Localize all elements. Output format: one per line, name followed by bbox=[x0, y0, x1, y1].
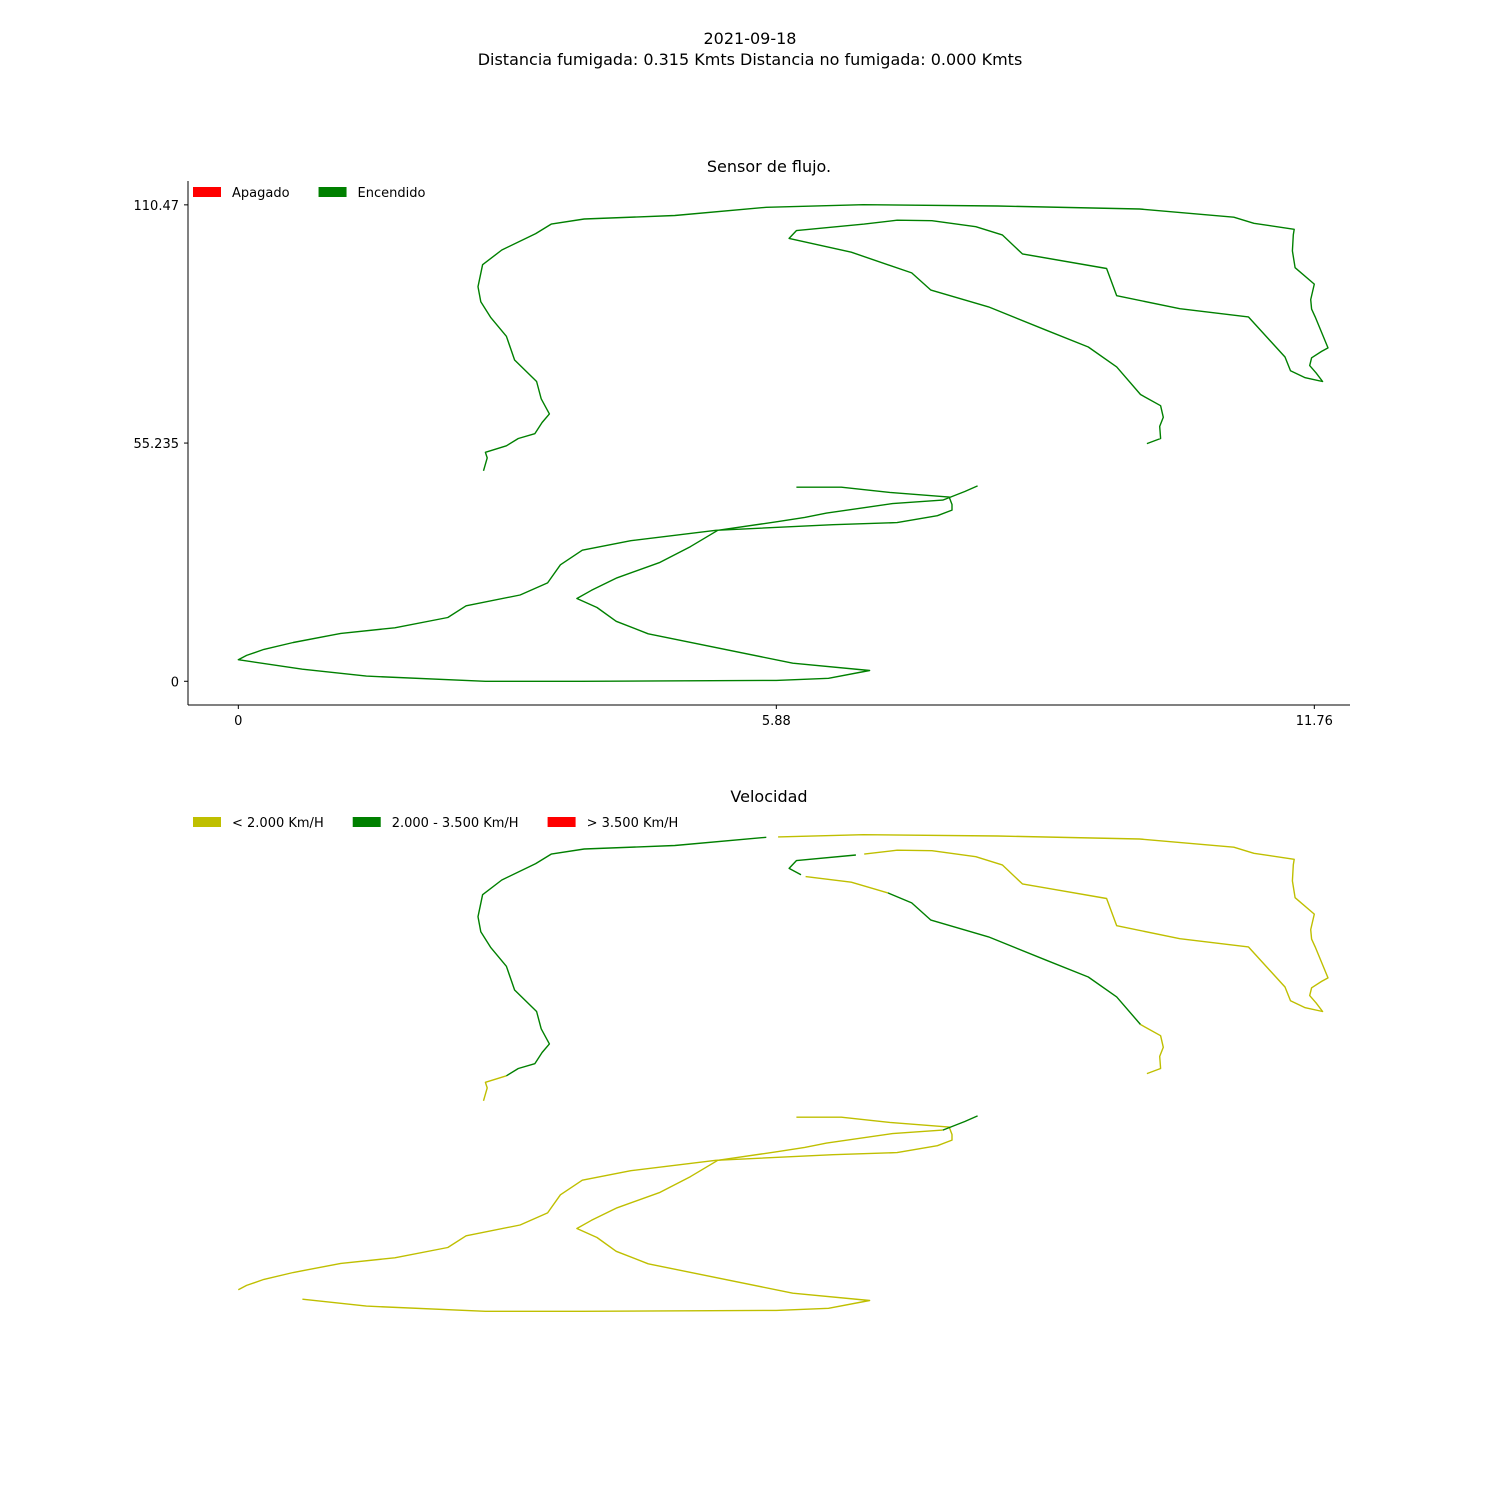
series-line bbox=[942, 1115, 978, 1131]
legend-swatch bbox=[193, 187, 221, 197]
figure-title-date: 2021-09-18 bbox=[704, 29, 797, 48]
series-line bbox=[477, 204, 1329, 471]
legend-label: < 2.000 Km/H bbox=[232, 816, 324, 831]
series-line bbox=[788, 854, 856, 876]
series-line bbox=[805, 875, 889, 894]
series-line bbox=[302, 1129, 943, 1312]
x-tick-label: 5.88 bbox=[762, 714, 791, 729]
y-tick-label: 0 bbox=[171, 675, 179, 690]
x-tick-label: 0 bbox=[234, 714, 242, 729]
series-line bbox=[237, 485, 978, 682]
legend-label: > 3.500 Km/H bbox=[587, 816, 679, 831]
x-tick-label: 11.76 bbox=[1296, 714, 1333, 729]
speed-axes: Velocidad < 2.000 Km/H 2.000 - 3.500 Km/H >… bbox=[193, 787, 1329, 1312]
flow-sensor-axes: Sensor de flujo. 0 5.88 11.76 0 55.235 110.47 A… bbox=[134, 157, 1350, 729]
series-line bbox=[887, 892, 1142, 1025]
y-tick-label: 110.47 bbox=[134, 199, 180, 214]
series-line bbox=[482, 1075, 507, 1101]
legend-swatch bbox=[193, 817, 221, 827]
axes-title: Velocidad bbox=[730, 787, 807, 806]
legend-label: Encendido bbox=[358, 186, 426, 201]
series-line bbox=[778, 834, 1329, 1013]
legend-swatch bbox=[547, 817, 576, 827]
y-tick-label: 55.235 bbox=[134, 437, 180, 452]
series-line bbox=[237, 1116, 953, 1291]
legend-swatch bbox=[352, 817, 381, 827]
series-line bbox=[1140, 1023, 1164, 1075]
series-line bbox=[477, 836, 767, 1077]
figure-title-distances: Distancia fumigada: 0.315 Kmts Distancia… bbox=[478, 50, 1023, 69]
legend-swatch bbox=[318, 187, 347, 197]
axes-title: Sensor de flujo. bbox=[707, 157, 831, 176]
legend-label: Apagado bbox=[232, 186, 290, 201]
legend-label: 2.000 - 3.500 Km/H bbox=[392, 816, 519, 831]
